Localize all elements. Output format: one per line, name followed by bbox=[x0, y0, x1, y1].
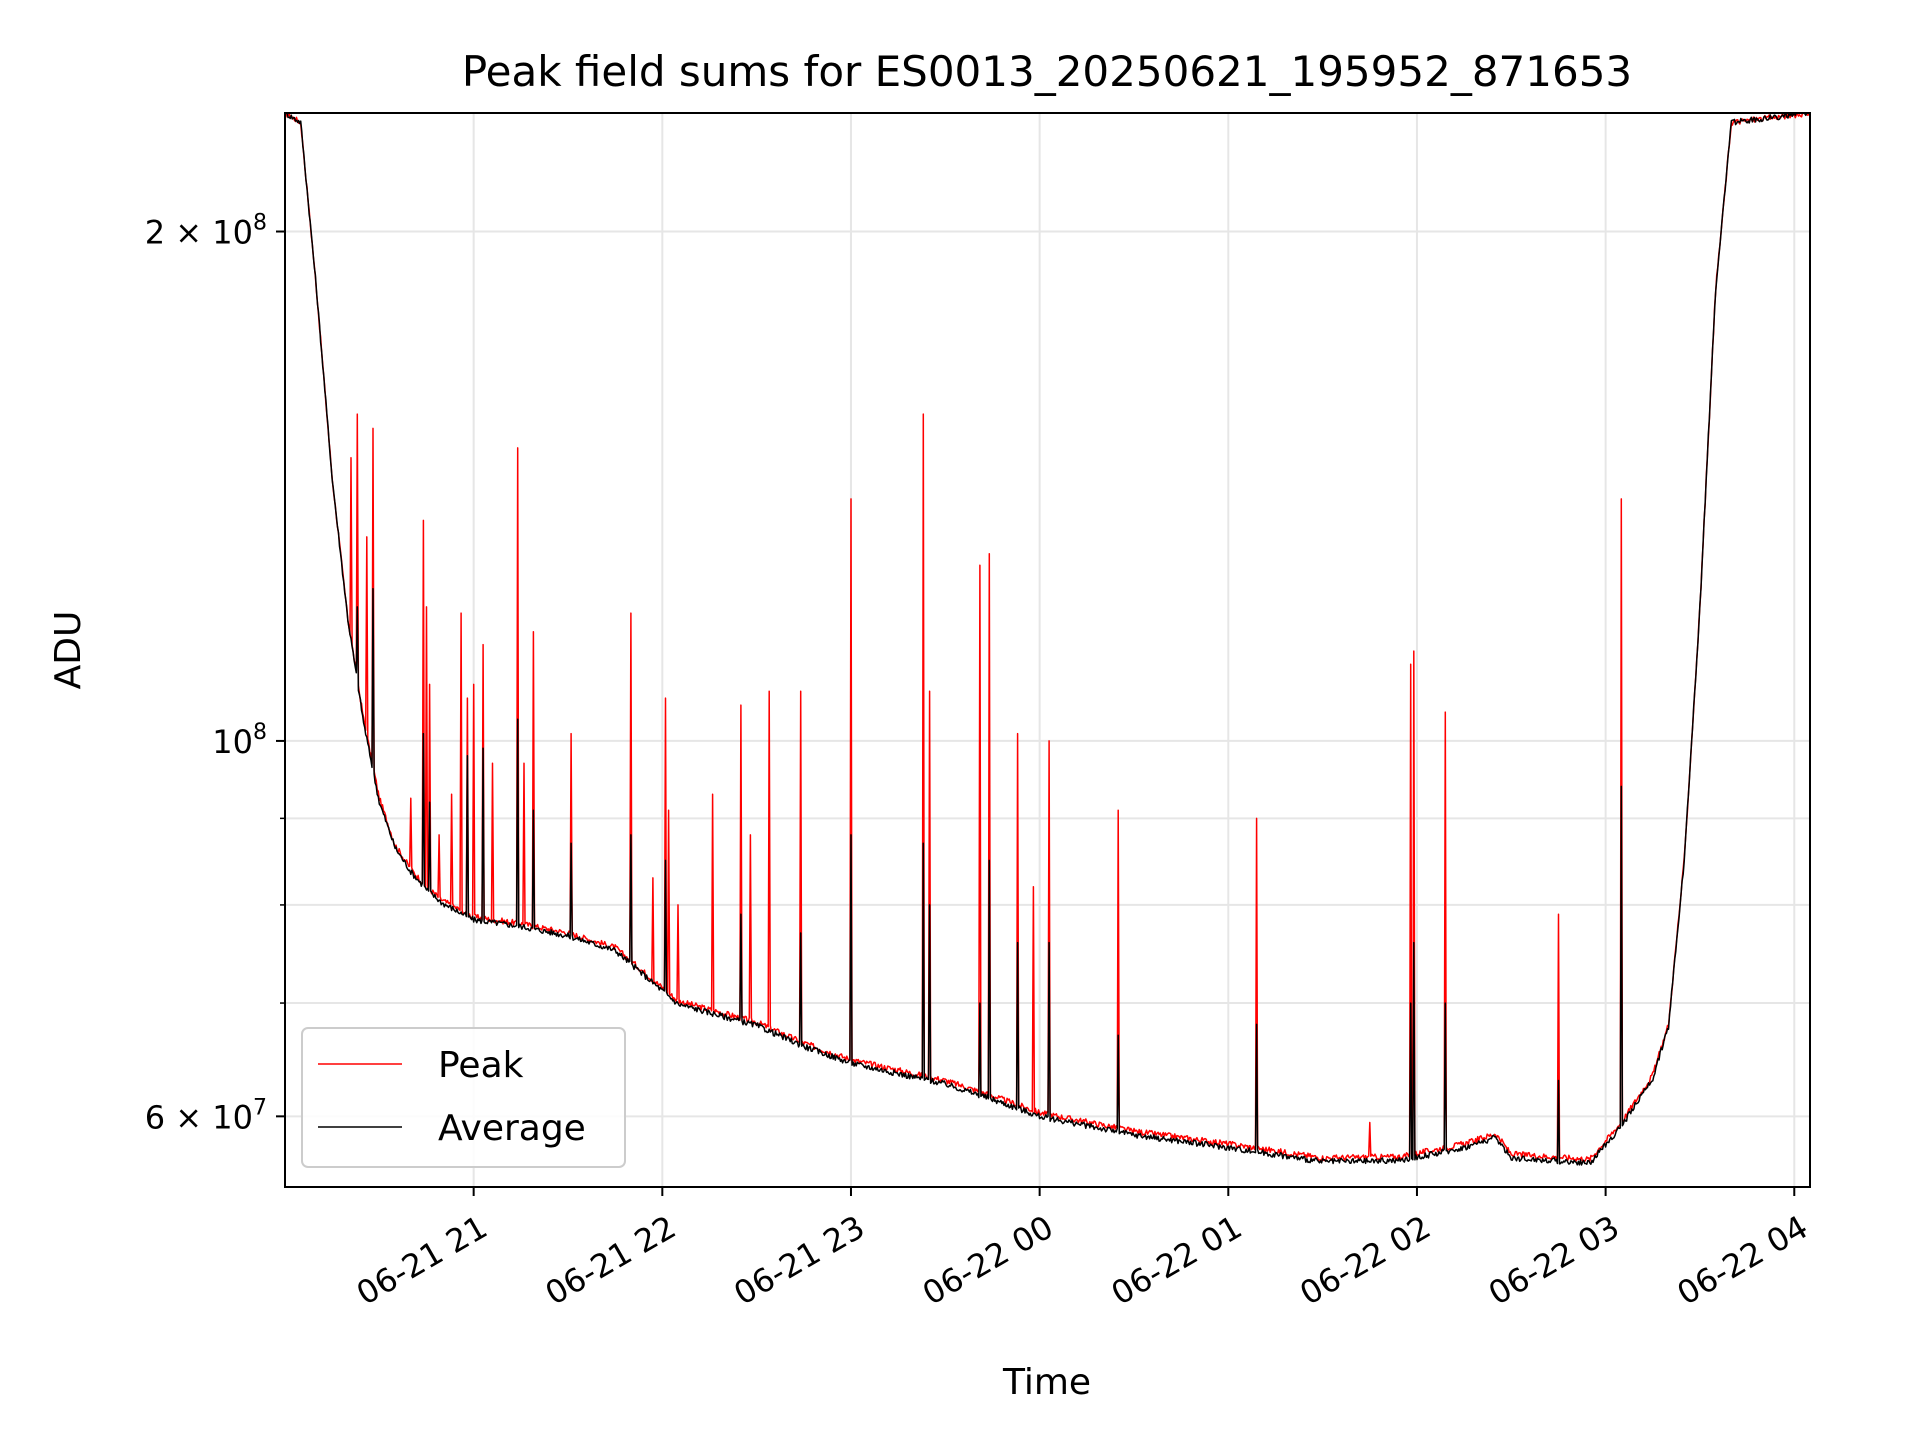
plot-frame bbox=[284, 112, 1811, 1188]
legend-box bbox=[301, 1027, 626, 1168]
y-axis-label: ADU bbox=[48, 611, 89, 690]
y-tick-label-0: 6 × 107 bbox=[145, 1095, 267, 1136]
y-axis-ticks: 6 × 107 108 2 × 108 bbox=[145, 211, 285, 1136]
legend: Peak Average bbox=[301, 1027, 626, 1168]
plot-area bbox=[285, 113, 1810, 1166]
x-axis-label: Time bbox=[1002, 1362, 1091, 1403]
y-tick-label-1: 108 bbox=[212, 720, 267, 761]
grid-lines bbox=[285, 113, 1810, 1187]
series-line-average bbox=[285, 113, 1810, 1166]
y-tick-label-2: 2 × 108 bbox=[145, 211, 267, 252]
chart-title: Peak field sums for ES0013_20250621_1959… bbox=[462, 47, 1632, 96]
legend-label-peak: Peak bbox=[438, 1045, 524, 1086]
legend-label-average: Average bbox=[438, 1108, 586, 1149]
